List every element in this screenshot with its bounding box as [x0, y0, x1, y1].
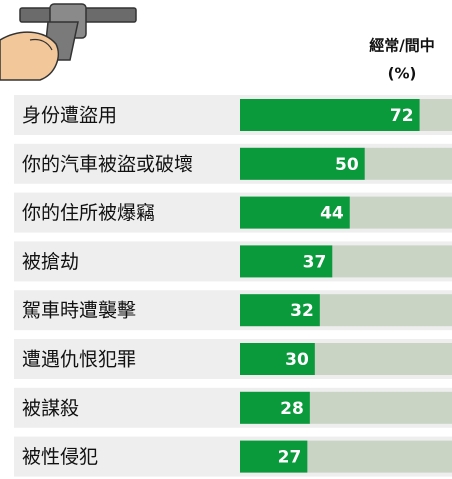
- value-label: 44: [320, 204, 344, 224]
- value-label: 30: [285, 350, 309, 370]
- chart: 經常/間中 (%) 身份遭盜用 72 你的汽車被盜或破壞 50 你的住所被爆竊 44 被搶劫…: [0, 0, 452, 479]
- value-label: 27: [278, 448, 302, 468]
- value-label: 32: [290, 301, 314, 321]
- category-label: 你的汽車被盜或破壞: [22, 153, 193, 175]
- header-unit: (%): [388, 65, 417, 83]
- category-label: 被性侵犯: [22, 446, 98, 468]
- gun-icon: [0, 4, 136, 80]
- value-label: 37: [303, 252, 327, 272]
- category-label: 你的住所被爆竊: [22, 202, 155, 224]
- category-label: 被搶劫: [22, 251, 79, 273]
- value-label: 50: [335, 155, 359, 175]
- category-label: 駕車時遭襲擊: [22, 300, 136, 322]
- category-label: 遭遇仇恨犯罪: [22, 349, 136, 371]
- category-label: 身份遭盜用: [22, 105, 117, 127]
- header: 經常/間中: [369, 37, 434, 55]
- value-label: 72: [390, 106, 414, 126]
- value-label: 28: [280, 399, 304, 419]
- category-label: 被謀殺: [22, 397, 79, 419]
